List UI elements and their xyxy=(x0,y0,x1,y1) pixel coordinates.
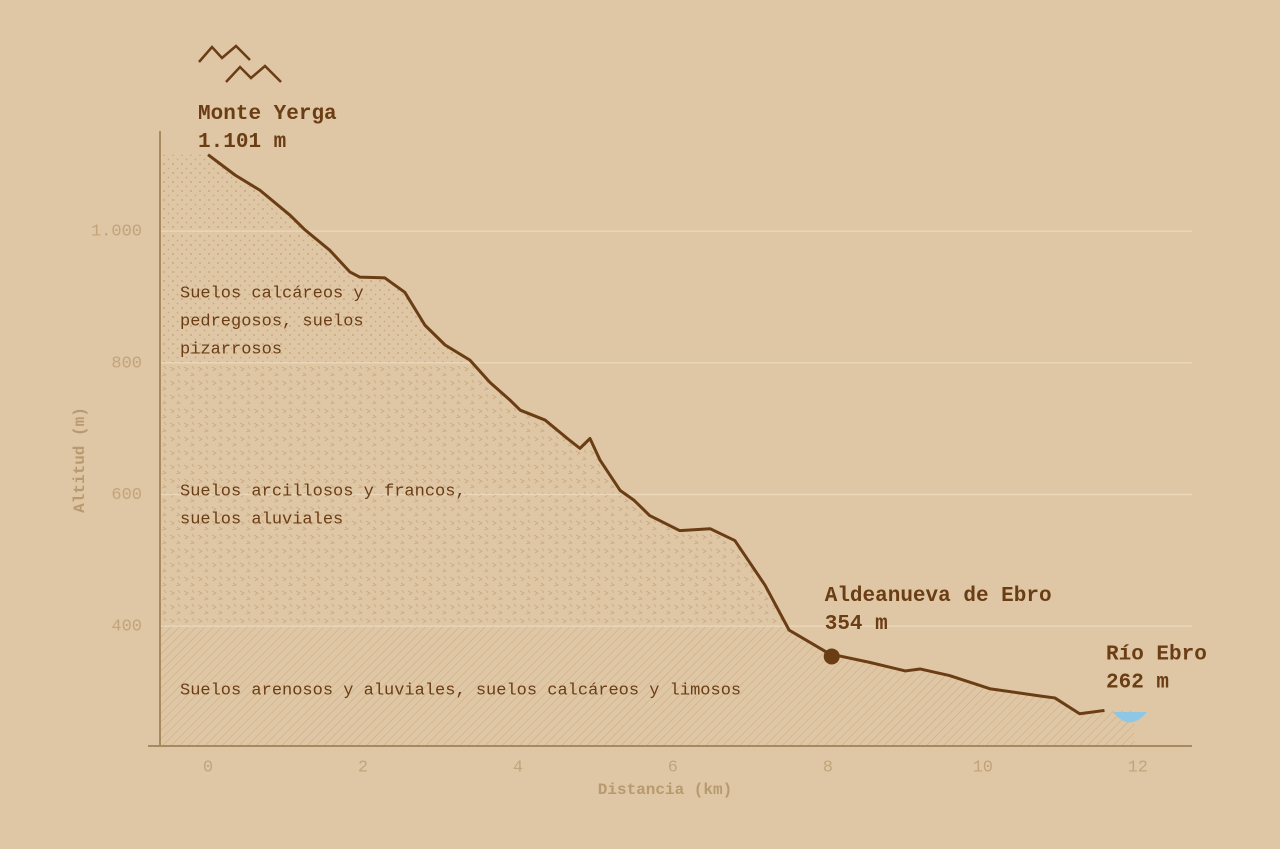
soil-label: pizarrosos xyxy=(180,340,282,359)
mountain-icon xyxy=(198,44,282,83)
soil-label: Suelos calcáreos y xyxy=(180,284,364,303)
annotation-label: Aldeanueva de Ebro xyxy=(825,585,1052,608)
river-marker xyxy=(1113,712,1148,723)
town-marker xyxy=(823,648,840,665)
x-tick-label: 2 xyxy=(358,758,368,777)
y-axis-title: Altitud (m) xyxy=(71,407,89,513)
soil-label: pedregosos, suelos xyxy=(180,312,364,331)
y-tick-label: 1.000 xyxy=(91,223,142,242)
soil-label: Suelos arenosos y aluviales, suelos calc… xyxy=(180,681,741,700)
x-tick-label: 12 xyxy=(1128,758,1148,777)
annotation-value: 1.101 m xyxy=(198,131,286,154)
annotation-label: Río Ebro xyxy=(1106,644,1207,667)
x-axis-title: Distancia (km) xyxy=(598,781,732,799)
x-tick-label: 10 xyxy=(973,758,993,777)
annotation-value: 262 m xyxy=(1106,672,1169,695)
y-tick-label: 800 xyxy=(111,354,142,373)
x-tick-label: 4 xyxy=(513,758,523,777)
soil-bands xyxy=(160,154,1135,746)
y-tick-label: 600 xyxy=(111,486,142,505)
x-tick-label: 8 xyxy=(823,758,833,777)
soil-label: Suelos arcillosos y francos, xyxy=(180,482,466,501)
soil-label: suelos aluviales xyxy=(180,510,343,529)
y-tick-label: 400 xyxy=(111,618,142,637)
x-tick-label: 0 xyxy=(203,758,213,777)
annotation-label: Monte Yerga xyxy=(198,103,337,126)
x-tick-label: 6 xyxy=(668,758,678,777)
profile-line xyxy=(207,153,1105,716)
annotation-value: 354 m xyxy=(825,613,888,636)
